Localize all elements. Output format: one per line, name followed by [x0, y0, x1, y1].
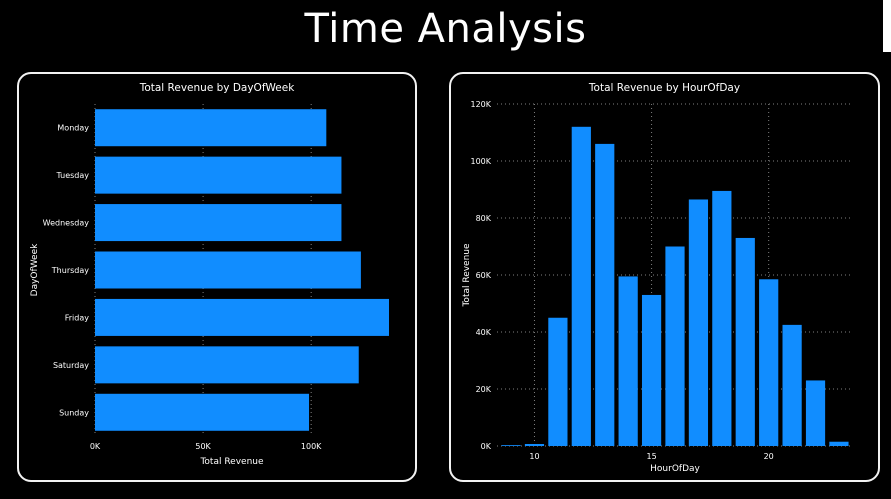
bar-hour-20 — [759, 279, 779, 446]
y-tick-label: 100K — [470, 157, 491, 166]
bar-hour-19 — [735, 237, 755, 446]
bar-saturday — [95, 346, 359, 384]
bar-wednesday — [95, 204, 342, 242]
bar-hour-14 — [618, 276, 638, 446]
bar-hour-18 — [712, 190, 732, 446]
bar-hour-21 — [782, 324, 802, 446]
x-tick-label: 100K — [301, 442, 322, 451]
y-tick-label: Tuesday — [55, 171, 89, 180]
x-axis-title: Total Revenue — [199, 457, 264, 467]
y-tick-label: 20K — [476, 385, 492, 394]
bar-hour-10 — [524, 444, 545, 446]
bar-friday — [95, 298, 389, 336]
y-axis-title: DayOfWeek — [30, 243, 40, 296]
y-tick-label: 120K — [470, 100, 491, 109]
day-of-week-chart-svg: 0K 50K 100K Monday Tuesday Wednesday Thursday F… — [30, 104, 389, 467]
y-tick-label: Friday — [65, 313, 90, 322]
y-tick-label: Monday — [57, 124, 89, 133]
day-of-week-chart-title: Total Revenue by DayOfWeek — [139, 82, 295, 94]
page-title: Time Analysis — [304, 6, 587, 52]
y-tick-label: 0K — [481, 442, 492, 451]
x-tick-label: 20 — [764, 452, 774, 461]
bar-hour-13 — [595, 143, 615, 446]
bar-hour-17 — [688, 199, 709, 446]
y-axis-title: Total Revenue — [462, 243, 472, 308]
bar-hour-16 — [665, 246, 685, 446]
y-tick-label: Thursday — [51, 266, 89, 275]
bar-hour-9 — [501, 445, 521, 446]
y-tick-label: 40K — [476, 328, 492, 337]
y-tick-label: Wednesday — [43, 219, 90, 228]
bar-hour-22 — [805, 380, 826, 446]
y-tick-label: Saturday — [53, 361, 89, 370]
x-tick-label: 50K — [195, 442, 211, 451]
x-tick-label: 10 — [529, 452, 539, 461]
y-tick-label: 80K — [476, 214, 492, 223]
bar-sunday — [95, 393, 310, 431]
bar-hour-12 — [571, 126, 591, 447]
bar-hour-11 — [548, 317, 568, 446]
bar-tuesday — [95, 156, 342, 194]
bar-monday — [95, 109, 327, 147]
day-of-week-chart-card[interactable]: Total Revenue by DayOfWeek 0K 50K 100K Mond… — [17, 72, 417, 482]
y-tick-label: Sunday — [59, 408, 89, 417]
x-tick-label: 15 — [646, 452, 656, 461]
bar-thursday — [95, 251, 361, 289]
x-axis-title: HourOfDay — [650, 464, 700, 474]
bar-hour-23 — [829, 441, 849, 446]
bar-hour-15 — [641, 294, 662, 446]
y-tick-label: 60K — [476, 271, 492, 280]
hour-of-day-chart-card[interactable]: Total Revenue by HourOfDay 0K 20K 40K 60K 80… — [449, 72, 880, 482]
hour-of-day-chart-title: Total Revenue by HourOfDay — [588, 82, 741, 94]
edge-strip — [883, 0, 891, 52]
x-tick-label: 0K — [90, 442, 101, 451]
hour-of-day-chart-svg: 0K 20K 40K 60K 80K 100K 120K 10 15 20 HourOfDay Tot… — [462, 100, 853, 474]
